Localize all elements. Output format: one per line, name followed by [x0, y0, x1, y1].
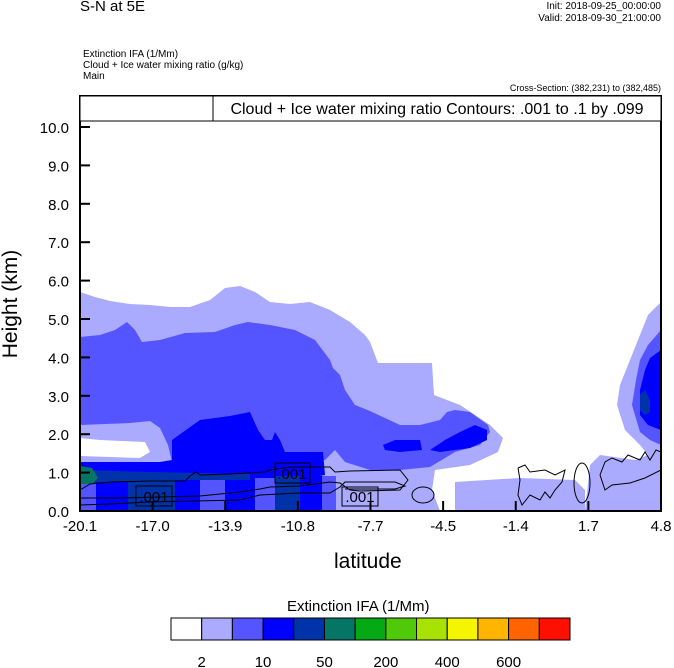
variable-mixing-ratio: Cloud + Ice water mixing ratio (g/kg) [83, 60, 244, 71]
colorbar-label: 2 [198, 654, 206, 668]
colorbar-swatch [508, 617, 540, 641]
x-tick-label: -4.5 [430, 518, 456, 535]
y-tick-label: 3.0 [48, 389, 69, 406]
colorbar-swatch [201, 617, 233, 641]
colorbar-swatch [323, 617, 356, 641]
y-tick-label: 9.0 [48, 158, 69, 175]
contour-labels: .001 .001 .001 [135, 462, 379, 507]
colorbar-swatch [293, 617, 325, 641]
colorbar-swatch [385, 617, 418, 641]
y-axis-ticks: 0.0 1.0 2.0 3.0 4.0 5.0 6.0 7.0 8.0 9.0 10.0 [40, 120, 90, 521]
colorbar-label: 600 [496, 654, 521, 668]
x-tick-label: -20.1 [63, 518, 97, 535]
time-info: Init: 2018-09-25_00:00:00 Valid: 2018-09… [538, 1, 661, 25]
x-tick-label: -13.9 [208, 518, 242, 535]
colorbar-swatch [538, 617, 571, 641]
colorbar-label: 200 [373, 654, 398, 668]
contour-fill-level-1 [80, 438, 150, 458]
colorbar-swatch [170, 617, 203, 641]
x-axis-ticks: -20.1 -17.0 -13.9 -10.8 -7.7 -4.5 -1.4 1.7 4.8 [63, 501, 672, 535]
x-tick-label: 1.7 [578, 518, 599, 535]
colorbar-swatch [477, 617, 510, 641]
line-contours [79, 449, 662, 506]
variable-extinction: Extinction IFA (1/Mm) [83, 49, 179, 60]
x-tick-label: 4.8 [651, 518, 672, 535]
contour-fill-level-4 [96, 482, 128, 511]
contour-label-box [341, 486, 379, 507]
x-tick-label: -1.4 [503, 518, 529, 535]
contour-line [517, 464, 566, 506]
contour-fill-level-5 [640, 390, 650, 415]
plot-title: S-N at 5E [80, 0, 146, 15]
y-tick-label: 1.0 [48, 466, 69, 483]
contour-line [599, 449, 662, 491]
colorbar-label: 10 [255, 654, 272, 668]
x-tick-label: -10.8 [281, 518, 315, 535]
colorbar-swatch [231, 617, 264, 641]
x-tick-label: -7.7 [358, 518, 384, 535]
contour-fill-level-4 [430, 425, 487, 452]
contour-fill-level-6 [80, 466, 98, 486]
contour-line [79, 466, 409, 499]
y-tick-label: 4.0 [48, 350, 69, 367]
colorbar-label: 50 [316, 654, 333, 668]
contour-fill-level-4 [225, 480, 255, 511]
colorbar-swatch [416, 617, 448, 641]
contour-line [573, 462, 591, 504]
colorbar-swatch [446, 617, 479, 641]
contour-fill-level-2 [585, 302, 661, 511]
filled-contours [80, 286, 661, 511]
valid-time: Valid: 2018-09-30_21:00:00 [538, 13, 661, 24]
colorbar-title: Extinction IFA (1/Mm) [287, 598, 430, 615]
x-axis-label: latitude [334, 550, 402, 573]
colorbar-label: 400 [435, 654, 460, 668]
contour-label: .001 [345, 489, 374, 506]
y-tick-label: 8.0 [48, 197, 69, 214]
contour-label-box [135, 485, 173, 507]
legend-blank-box [79, 95, 214, 122]
cross-section-label: Cross-Section: (382,231) to (382,485) [509, 83, 661, 93]
y-tick-label: 2.0 [48, 427, 69, 444]
axes: Cloud + Ice water mixing ratio Contours:… [79, 95, 662, 512]
contour-label: .001 [277, 466, 306, 483]
contour-fill-level-4 [80, 412, 325, 482]
y-tick-label: 7.0 [48, 235, 69, 252]
y-tick-label: 6.0 [48, 274, 69, 291]
init-time: Init: 2018-09-25_00:00:00 [546, 1, 661, 12]
variable-main: Main [83, 71, 105, 82]
y-tick-label: 0.0 [48, 504, 69, 521]
contour-label: .001 [139, 489, 168, 506]
y-axis-label: Height (km) [0, 249, 22, 359]
contour-fill-level-4 [175, 480, 200, 511]
contour-info-text: Cloud + Ice water mixing ratio Contours:… [230, 101, 643, 118]
contour-info-box [212, 95, 662, 122]
y-tick-label: 10.0 [40, 120, 69, 137]
colorbar-swatch [354, 617, 387, 641]
colorbar-swatch [262, 617, 295, 641]
y-tick-label: 5.0 [48, 312, 69, 329]
contour-fill-level-4 [383, 440, 422, 452]
contour-fill-level-2 [455, 478, 585, 511]
x-tick-label: -17.0 [136, 518, 170, 535]
colorbar: 2 10 50 200 400 600 [170, 617, 571, 668]
contour-line [79, 481, 407, 506]
contour-label-box [274, 462, 311, 484]
contour-line [411, 486, 435, 504]
variable-list: Extinction IFA (1/Mm) Cloud + Ice water … [83, 49, 243, 82]
